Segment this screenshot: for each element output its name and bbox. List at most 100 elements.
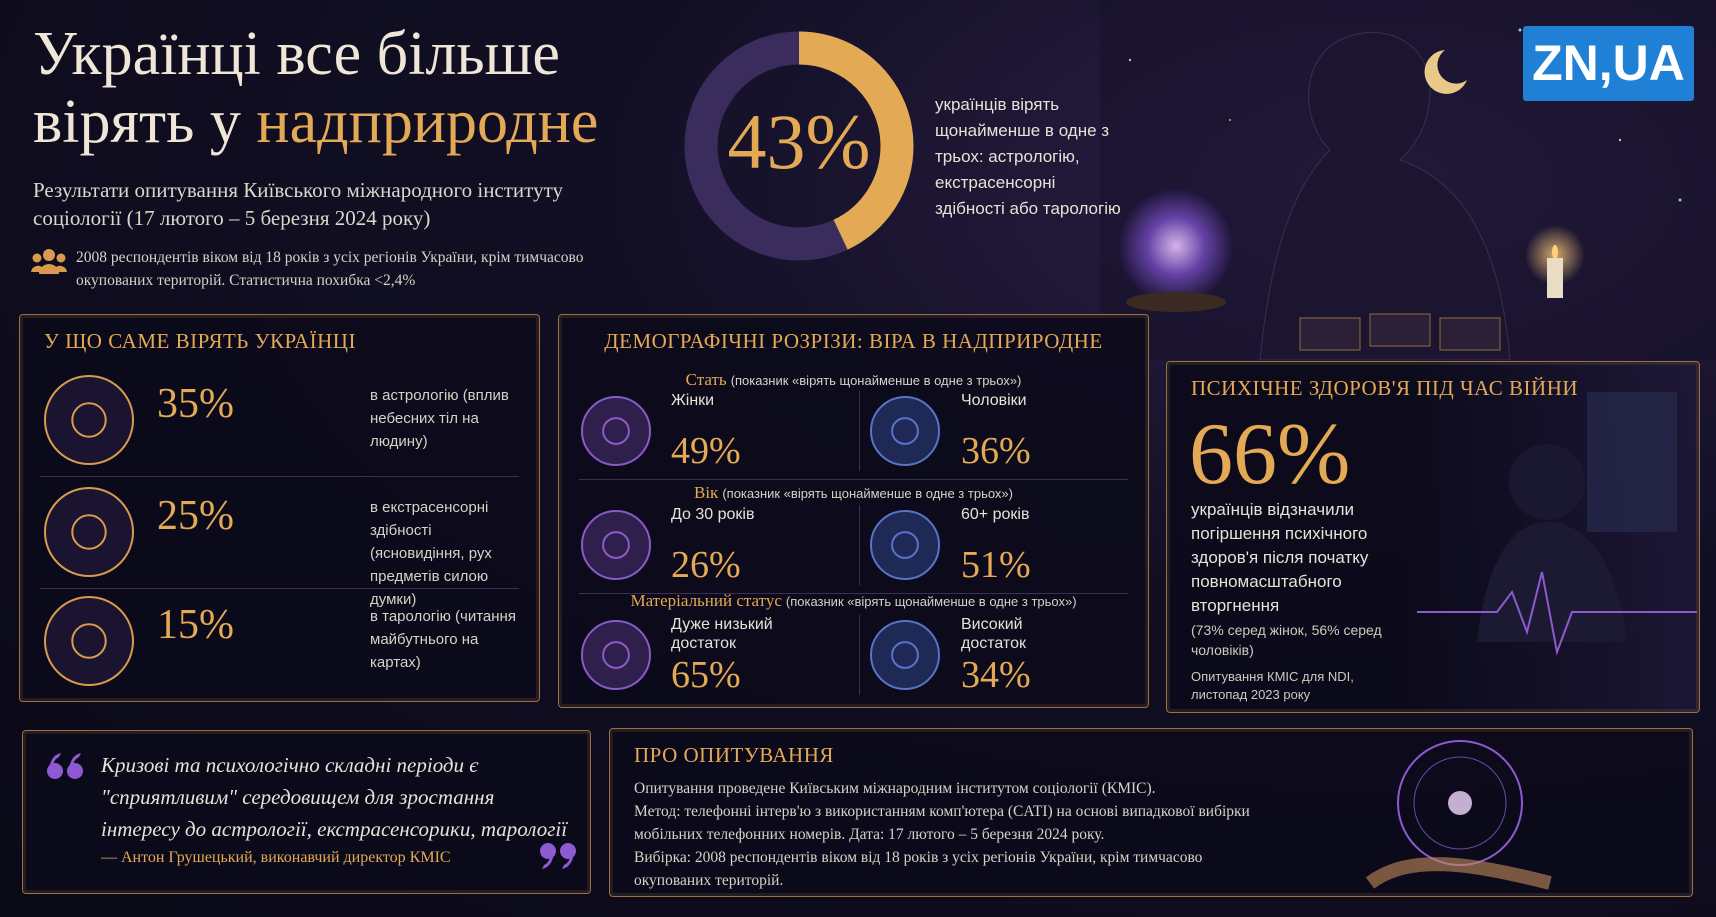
icon-glyph [71,514,107,550]
icon-circle [44,596,134,686]
group-note: (показник «вірять щонайменше в одне з тр… [730,373,1022,388]
quote-mark [47,753,83,779]
title: Українці все більше вірять у надприродне [33,20,598,156]
bar-track [559,315,659,326]
icon-circle [870,620,940,690]
icon-circle [581,620,651,690]
icon [581,396,651,466]
title-text: вірять у [33,88,241,156]
quote-mark [540,843,576,869]
group-note: (показник «вірять щонайменше в одне з тр… [722,486,1013,501]
item-name: 60+ років [961,506,1030,523]
panel-title: ПСИХІЧНЕ ЗДОРОВ'Я ПІД ЧАС ВІЙНИ [1191,376,1579,400]
group-header: Стать (показник «вірять щонайменше в одн… [559,370,1148,390]
panel-title: ДЕМОГРАФІЧНІ РОЗРІЗИ: ВІРА В НАДПРИРОДНЕ [604,329,1103,353]
about-line: Вибірка: 2008 респондентів віком від 18 … [634,849,1203,889]
icon-glyph [891,417,919,445]
beliefs-panel: У ЩО САМЕ ВІРЯТЬ УКРАЇНЦІ 35% в астрологі… [19,314,540,702]
icon [581,620,651,690]
icon-glyph [891,641,919,669]
about-line: Опитування проведене Київським міжнародн… [634,780,1156,797]
title-highlight: надприродне [256,88,599,156]
icon-glyph [602,531,630,559]
panel-title: ПРО ОПИТУВАННЯ [634,743,834,767]
group-name: Стать [685,370,727,389]
icon [44,487,134,577]
item-name: До 30 років [671,506,755,523]
mental-health-panel: ПСИХІЧНЕ ЗДОРОВ'Я ПІД ЧАС ВІЙНИ 66% укра… [1166,361,1700,713]
man-illustration [1417,392,1697,656]
icon-glyph [71,402,107,438]
mental-health-text: українців відзначили погіршення психічно… [1191,500,1369,615]
headline-percent: 43% [728,98,871,185]
about-text: Опитування проведене Київським міжнародн… [634,777,1274,892]
icon-circle [581,510,651,580]
title-line: Українці все більше [33,20,560,88]
item-name: Дуже низький достаток [671,616,773,652]
column-divider [859,391,860,471]
breakdown: (73% серед жінок, 56% серед чоловіків) [1191,622,1382,658]
icon-glyph [71,623,107,659]
icon-glyph [602,641,630,669]
percent: 65% [671,654,741,696]
quote-author: — Антон Грушецький, виконавчий директор … [101,849,451,866]
percent: 34% [961,654,1031,696]
percent: 25% [157,493,234,539]
zodiac-illustration [1365,740,1552,890]
sample-note: 2008 респондентів віком від 18 років з у… [76,249,584,289]
icon-circle [581,396,651,466]
headline-text: українців вірять щонайменше в одне з трь… [935,95,1121,218]
title-line: вірять у надприродне [33,88,598,156]
icon-circle [870,396,940,466]
quote-text: Кризові та психологічно складні періоди … [101,753,568,841]
percent: 26% [671,544,741,586]
belief-text: в екстрасенсорні здібності (ясновидіння,… [370,499,492,608]
percent: 36% [961,430,1031,472]
belief-text: в астрологію (вплив небесних тіл на люди… [370,387,509,450]
icon-glyph [602,417,630,445]
icon [870,510,940,580]
logo: ZN,UA [1523,26,1694,101]
group-name: Вік [694,483,719,502]
donut-value [684,31,914,261]
icon-circle [44,487,134,577]
divider [40,588,519,589]
icon [581,510,651,580]
panel-title: У ЩО САМЕ ВІРЯТЬ УКРАЇНЦІ [44,329,356,353]
divider [579,593,1128,594]
icon [870,620,940,690]
belief-text: в тарологію (читання майбутнього на карт… [370,608,516,671]
bar-track [559,359,659,370]
group-header: Матеріальний статус (показник «вірять що… [559,591,1148,611]
about-panel: ПРО ОПИТУВАННЯ Опитування проведене Київ… [609,728,1693,897]
about-line: Метод: телефонні інтерв'ю з використання… [634,803,1250,843]
column-divider [859,505,860,585]
quote-panel: Кризові та психологічно складні періоди … [22,730,591,894]
icon-circle [44,375,134,465]
column-divider [859,615,860,695]
icon [870,396,940,466]
percent: 35% [157,381,234,427]
item-name: Високий достаток [961,616,1026,652]
item-name: Жінки [671,392,715,409]
divider [579,479,1128,480]
icon-glyph [891,531,919,559]
people-icon [31,249,67,274]
icon [44,375,134,465]
item-name: Чоловіки [961,392,1027,409]
percent: 15% [157,602,234,648]
source: Опитування КМІС для NDI, листопад 2023 р… [1191,669,1354,702]
bar-track [20,315,215,329]
percent: 49% [671,430,741,472]
group-name: Матеріальний статус [630,591,782,610]
group-header: Вік (показник «вірять щонайменше в одне … [559,483,1148,503]
group-note: (показник «вірять щонайменше в одне з тр… [785,594,1077,609]
demographics-panel: ДЕМОГРАФІЧНІ РОЗРІЗИ: ВІРА В НАДПРИРОДНЕ… [558,314,1149,708]
divider [40,476,519,477]
big-percent: 66% [1189,406,1351,503]
icon [44,596,134,686]
subtitle: Результати опитування Київського міжнаро… [33,178,563,230]
icon-circle [870,510,940,580]
percent: 51% [961,544,1031,586]
